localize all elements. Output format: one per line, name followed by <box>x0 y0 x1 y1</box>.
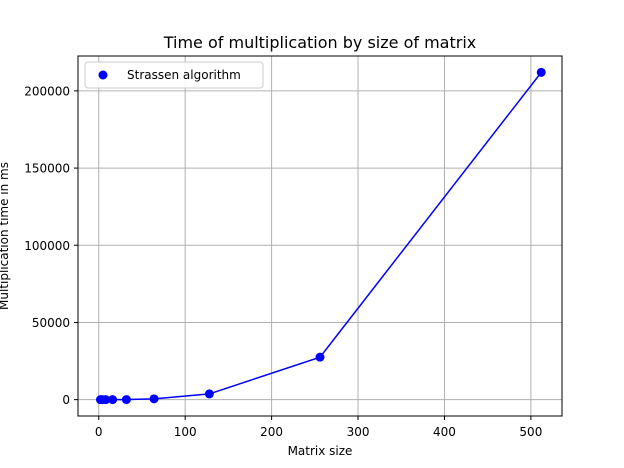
legend-marker <box>98 70 108 80</box>
chart-title: Time of multiplication by size of matrix <box>163 33 477 52</box>
grid <box>78 56 562 416</box>
legend: Strassen algorithm <box>84 61 264 89</box>
x-tick-label: 100 <box>174 425 197 439</box>
legend-box <box>84 61 264 89</box>
series-layer <box>95 67 546 405</box>
data-point <box>315 352 325 362</box>
x-tick-label: 300 <box>347 425 370 439</box>
data-point <box>149 394 159 404</box>
data-point <box>204 389 214 399</box>
data-point <box>536 67 546 77</box>
x-tick-label: 0 <box>95 425 103 439</box>
y-tick-label: 50000 <box>32 316 70 330</box>
x-axis-label: Matrix size <box>288 444 353 458</box>
y-tick-label: 200000 <box>24 84 70 98</box>
plot-frame <box>77 55 563 417</box>
data-point <box>121 395 131 405</box>
ticks: 0 100 200 300 400 500 0 50000 100000 150000 200000 <box>24 84 542 439</box>
y-tick-label: 100000 <box>24 239 70 253</box>
y-tick-label: 0 <box>62 393 70 407</box>
data-point <box>108 395 118 405</box>
legend-label: Strassen algorithm <box>127 68 241 82</box>
data-point <box>101 395 111 405</box>
y-tick-label: 150000 <box>24 162 70 176</box>
x-tick-label: 400 <box>433 425 456 439</box>
x-tick-label: 500 <box>519 425 542 439</box>
x-tick-label: 200 <box>260 425 283 439</box>
y-axis-label: Multiplication time in ms <box>0 162 11 310</box>
